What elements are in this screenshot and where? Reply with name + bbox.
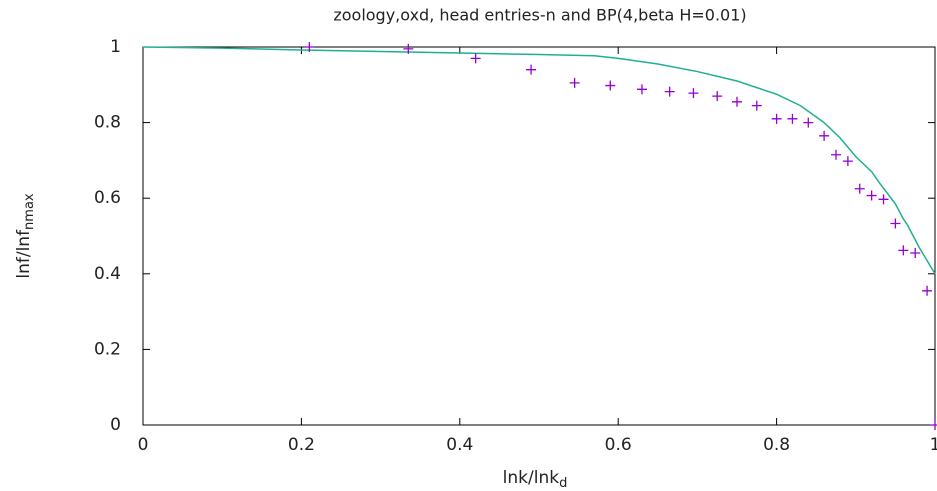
y-axis-label-text: lnf/lnf [14,229,34,279]
point [526,64,537,75]
y-tick-label: 0.6 [94,188,121,208]
plot-frame [142,46,936,426]
point [831,149,841,160]
point [842,156,853,167]
y-axis-label: lnf/lnfnmax [14,193,37,279]
point [771,113,782,124]
x-tick-label: 0.6 [605,435,632,455]
point [403,43,414,54]
point [605,80,616,91]
x-tick-label: 0.4 [446,435,473,455]
point [922,285,933,296]
point [898,245,909,256]
point [636,84,647,95]
point [688,88,699,99]
point [910,248,921,259]
point [819,130,830,141]
point [712,91,723,102]
point [664,86,675,97]
chart-title: zoology,oxd, head entries-n and BP(4,bet… [333,6,746,25]
point [304,42,315,52]
line-series [142,46,936,275]
point [470,53,481,64]
point [854,183,865,194]
y-tick-label: 0.4 [94,264,121,284]
point [866,190,877,201]
point [732,96,742,107]
y-axis-label-sub: nmax [22,193,37,230]
point [878,194,889,205]
point [787,113,798,124]
x-tick-label: 0.8 [763,435,790,455]
y-tick-label: 1 [110,37,121,57]
y-tick-label: 0 [110,415,121,435]
y-tick-label: 0.8 [94,113,121,133]
x-axis-label-sub: d [559,476,567,491]
x-axis-label-text: lnk/lnk [503,468,560,488]
point [803,117,814,128]
x-tick-label: 0 [138,435,149,455]
y-tick-label: 0.2 [94,339,121,359]
point [569,77,580,88]
x-tick-label: 1 [930,435,937,455]
x-tick-label: 0.2 [288,435,315,455]
point [890,218,901,229]
point [751,100,762,111]
point [930,420,937,430]
x-axis-label: lnk/lnkd [503,468,568,491]
